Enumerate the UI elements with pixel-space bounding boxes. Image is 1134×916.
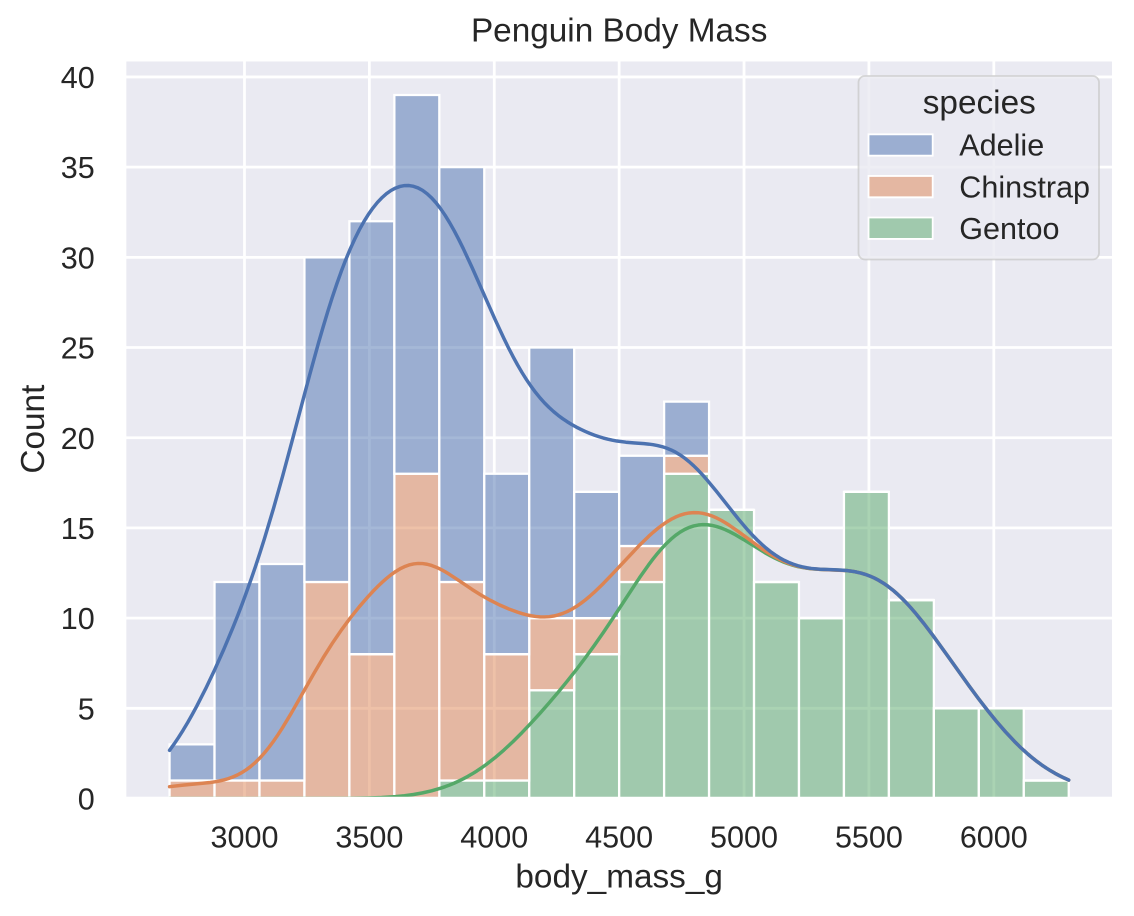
svg-text:4000: 4000 (460, 821, 528, 855)
svg-text:25: 25 (61, 332, 95, 366)
svg-text:5500: 5500 (835, 821, 903, 855)
svg-text:10: 10 (61, 602, 95, 636)
svg-text:5: 5 (78, 692, 95, 726)
svg-text:30: 30 (61, 241, 95, 275)
svg-text:Gentoo: Gentoo (959, 212, 1059, 246)
svg-text:Penguin Body Mass: Penguin Body Mass (471, 13, 767, 50)
svg-text:5000: 5000 (710, 821, 778, 855)
svg-text:4500: 4500 (585, 821, 653, 855)
svg-text:0: 0 (78, 783, 95, 817)
svg-text:6000: 6000 (960, 821, 1028, 855)
svg-text:Adelie: Adelie (959, 129, 1044, 163)
svg-text:20: 20 (61, 422, 95, 456)
svg-text:body_mass_g: body_mass_g (515, 858, 723, 895)
svg-text:Count: Count (15, 384, 52, 474)
svg-text:Chinstrap: Chinstrap (959, 170, 1090, 204)
svg-text:35: 35 (61, 151, 95, 185)
svg-text:species: species (923, 84, 1036, 121)
svg-text:40: 40 (61, 61, 95, 95)
svg-text:3000: 3000 (211, 821, 279, 855)
svg-text:3500: 3500 (335, 821, 403, 855)
svg-text:15: 15 (61, 512, 95, 546)
